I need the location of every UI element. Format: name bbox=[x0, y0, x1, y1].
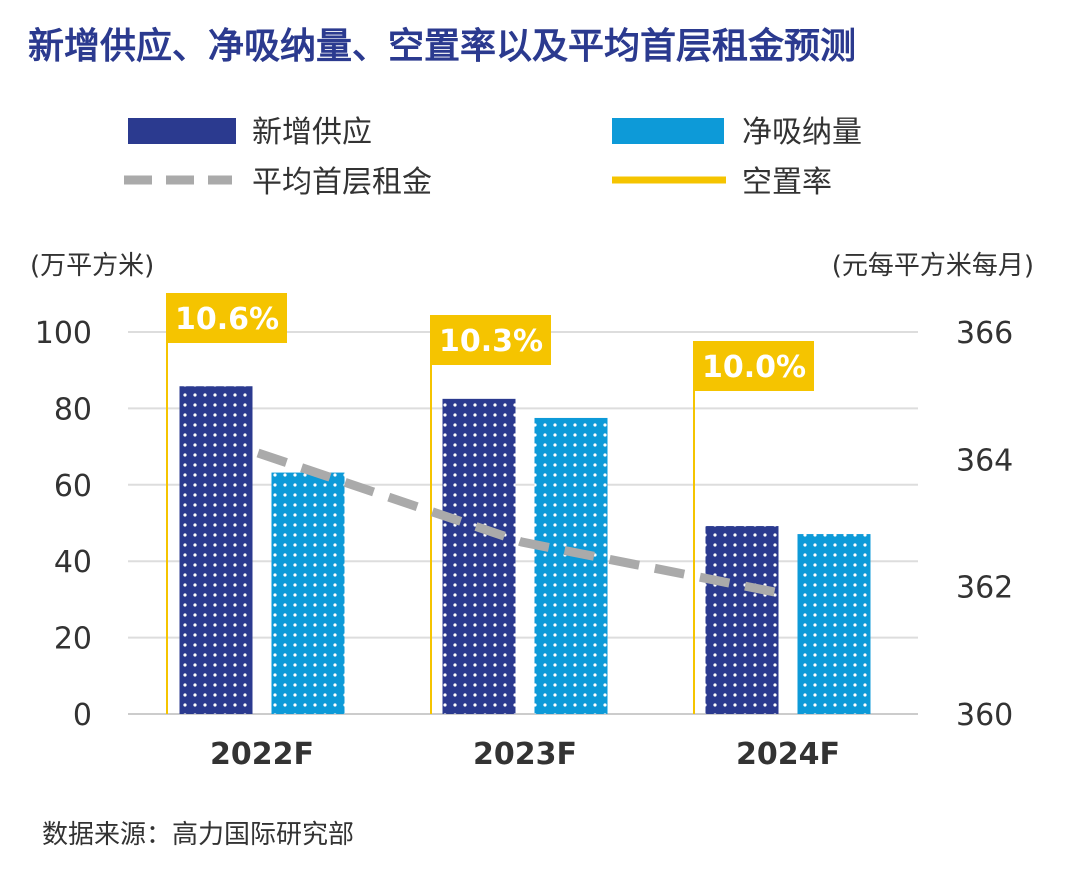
left-tick-label: 0 bbox=[73, 698, 92, 733]
legend-label-absorption: 净吸纳量 bbox=[742, 115, 862, 150]
vacancy-lines bbox=[166, 293, 695, 714]
legend-label-rent: 平均首层租金 bbox=[252, 165, 432, 200]
legend-swatch-absorption bbox=[612, 118, 724, 144]
category-labels: 2022F 2023F 2024F bbox=[210, 737, 840, 772]
left-tick-label: 80 bbox=[54, 392, 92, 427]
left-tick-label: 100 bbox=[35, 316, 92, 351]
bar-absorption-2024F bbox=[797, 534, 871, 714]
rent-line bbox=[256, 448, 781, 598]
rent-series-line bbox=[256, 448, 781, 598]
left-tick-label: 40 bbox=[54, 545, 92, 580]
right-axis-ticks: 360 362 364 366 bbox=[956, 316, 1013, 733]
bar-supply-2022F bbox=[179, 386, 253, 714]
right-tick-label: 362 bbox=[956, 571, 1013, 606]
vacancy-label: 10.3% bbox=[439, 324, 543, 359]
bar-supply-2024F bbox=[705, 526, 779, 714]
left-axis-ticks: 0 20 40 60 80 100 bbox=[35, 316, 92, 733]
right-tick-label: 360 bbox=[956, 698, 1013, 733]
category-label: 2023F bbox=[473, 737, 577, 772]
right-tick-label: 366 bbox=[956, 316, 1013, 351]
vacancy-label: 10.0% bbox=[702, 350, 806, 385]
left-tick-label: 60 bbox=[54, 469, 92, 504]
category-label: 2024F bbox=[736, 737, 840, 772]
source-note: 数据来源：高力国际研究部 bbox=[42, 820, 354, 850]
left-tick-label: 20 bbox=[54, 622, 92, 657]
vacancy-label: 10.6% bbox=[175, 302, 279, 337]
vacancy-label-box bbox=[167, 293, 287, 343]
right-tick-label: 364 bbox=[956, 443, 1013, 478]
gridlines bbox=[128, 331, 918, 715]
legend-label-vacancy: 空置率 bbox=[742, 165, 832, 200]
legend: 新增供应 净吸纳量 平均首层租金 空置率 bbox=[124, 115, 862, 200]
legend-label-supply: 新增供应 bbox=[252, 115, 372, 150]
vacancy-label-box bbox=[431, 315, 551, 365]
bars bbox=[179, 386, 871, 714]
left-axis-unit: (万平方米) bbox=[30, 251, 154, 281]
vacancy-label-box bbox=[694, 341, 814, 391]
bar-absorption-2022F bbox=[271, 472, 345, 714]
vacancy-labels: 10.6% 10.3% 10.0% bbox=[167, 293, 814, 391]
bar-supply-2023F bbox=[442, 398, 516, 714]
right-axis-unit: (元每平方米每月) bbox=[832, 251, 1034, 281]
chart-title: 新增供应、净吸纳量、空置率以及平均首层租金预测 bbox=[28, 25, 856, 67]
category-label: 2022F bbox=[210, 737, 314, 772]
bar-absorption-2023F bbox=[534, 417, 608, 714]
legend-swatch-supply bbox=[128, 118, 236, 144]
